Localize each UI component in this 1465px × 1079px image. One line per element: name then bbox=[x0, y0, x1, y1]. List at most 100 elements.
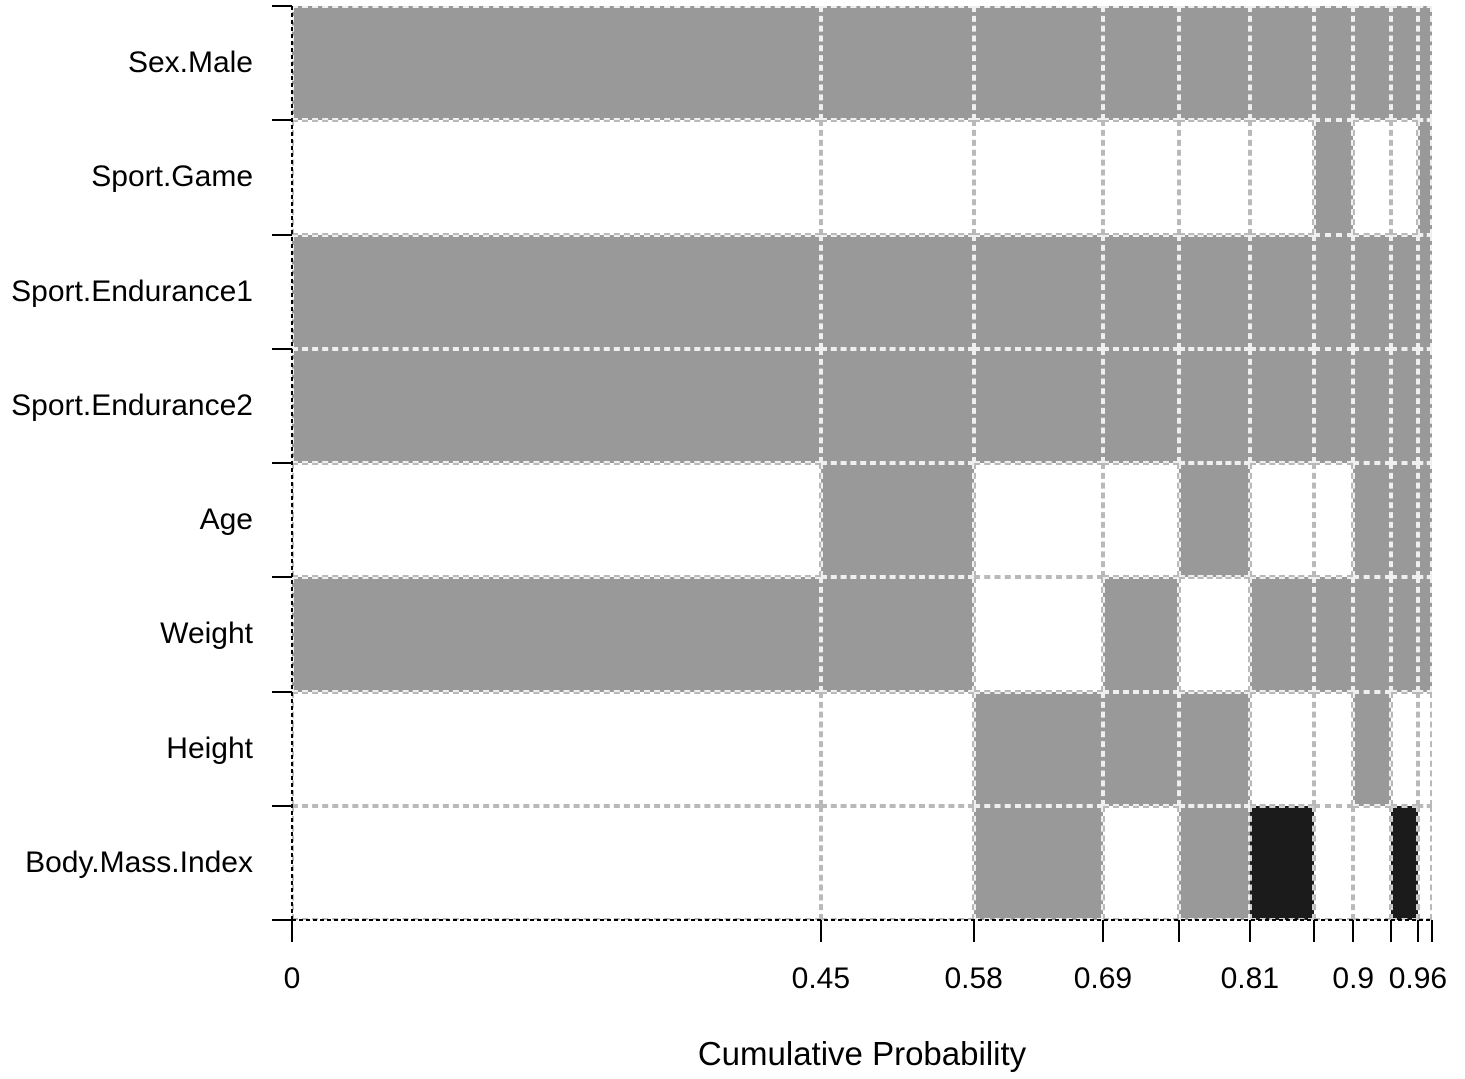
model-cell bbox=[1249, 6, 1315, 121]
model-cell bbox=[1314, 6, 1354, 121]
model-cell bbox=[1102, 234, 1180, 349]
model-cell bbox=[1249, 577, 1315, 692]
x-axis-tick-label: 0.96 bbox=[1388, 962, 1448, 995]
model-cell bbox=[820, 348, 974, 463]
model-cell bbox=[1417, 805, 1432, 920]
model-cell bbox=[820, 463, 974, 578]
y-axis-tick bbox=[272, 347, 292, 350]
row-label: Sport.Endurance2 bbox=[11, 388, 253, 422]
model-cell bbox=[1179, 120, 1250, 235]
model-cell bbox=[292, 6, 821, 121]
x-axis-tick bbox=[1352, 920, 1355, 942]
x-axis-tick bbox=[1313, 920, 1316, 942]
model-cell bbox=[1179, 463, 1250, 578]
model-cell bbox=[973, 691, 1103, 806]
x-axis-tick bbox=[1431, 920, 1433, 942]
model-cell bbox=[820, 6, 974, 121]
model-cell bbox=[1353, 691, 1391, 806]
model-cell bbox=[820, 234, 974, 349]
model-cell bbox=[1390, 577, 1418, 692]
model-cell bbox=[1390, 120, 1418, 235]
x-axis-tick bbox=[972, 920, 975, 942]
model-cell bbox=[1314, 691, 1354, 806]
model-cell bbox=[1179, 6, 1250, 121]
x-axis-tick-label: 0.9 bbox=[1332, 962, 1375, 995]
model-cell bbox=[1249, 805, 1315, 920]
x-axis-tick-label: 0.58 bbox=[944, 962, 1003, 995]
model-cell bbox=[820, 120, 974, 235]
y-axis-tick bbox=[272, 233, 292, 236]
model-cell bbox=[1314, 463, 1354, 578]
x-axis-tick bbox=[819, 920, 822, 942]
model-cell bbox=[973, 348, 1103, 463]
model-cell bbox=[1390, 6, 1418, 121]
x-axis-tick bbox=[1178, 920, 1181, 942]
x-axis-tick-label: 0.45 bbox=[791, 962, 851, 995]
model-cell bbox=[1102, 348, 1180, 463]
model-cell bbox=[1249, 348, 1315, 463]
model-cell bbox=[292, 234, 821, 349]
model-cell bbox=[1417, 463, 1432, 578]
model-cell bbox=[1417, 6, 1432, 121]
x-axis-tick bbox=[1248, 920, 1251, 942]
model-cell bbox=[820, 577, 974, 692]
y-axis-tick bbox=[272, 804, 292, 807]
model-cell bbox=[973, 6, 1103, 121]
x-axis-tick-label: 0.69 bbox=[1073, 962, 1133, 995]
model-cell bbox=[1353, 6, 1391, 121]
model-cell bbox=[1417, 120, 1432, 235]
model-cell bbox=[1390, 348, 1418, 463]
model-cell bbox=[1179, 234, 1250, 349]
model-cell bbox=[1314, 234, 1354, 349]
model-cell bbox=[1390, 234, 1418, 349]
model-cell bbox=[973, 805, 1103, 920]
model-cell bbox=[1314, 577, 1354, 692]
model-cell bbox=[1249, 463, 1315, 578]
model-cell bbox=[1390, 463, 1418, 578]
model-cell bbox=[1102, 120, 1180, 235]
model-cell bbox=[973, 234, 1103, 349]
x-axis-tick bbox=[1389, 920, 1392, 942]
model-cell bbox=[1353, 348, 1391, 463]
y-axis-tick bbox=[272, 119, 292, 122]
y-axis-tick bbox=[272, 462, 292, 464]
model-cell bbox=[1249, 691, 1315, 806]
model-cell bbox=[1102, 6, 1180, 121]
model-cell bbox=[1417, 577, 1432, 692]
model-cell bbox=[1353, 463, 1391, 578]
y-axis-tick bbox=[272, 919, 292, 921]
model-cell bbox=[1179, 348, 1250, 463]
model-cell bbox=[973, 120, 1103, 235]
y-axis-tick bbox=[272, 690, 292, 693]
model-cell bbox=[820, 805, 974, 920]
x-axis-tick bbox=[291, 920, 293, 942]
model-cell bbox=[1314, 120, 1354, 235]
model-cell bbox=[1102, 805, 1180, 920]
model-cell bbox=[973, 463, 1103, 578]
model-cell bbox=[1102, 463, 1180, 578]
model-cell bbox=[1314, 348, 1354, 463]
model-cell bbox=[292, 120, 821, 235]
x-axis-title: Cumulative Probability bbox=[697, 1035, 1027, 1072]
model-cell bbox=[1417, 691, 1432, 806]
model-cell bbox=[1353, 120, 1391, 235]
model-cell bbox=[1353, 577, 1391, 692]
row-label: Age bbox=[199, 503, 253, 537]
model-cell bbox=[1179, 577, 1250, 692]
model-cell bbox=[1353, 805, 1391, 920]
row-label: Sport.Endurance1 bbox=[11, 274, 253, 308]
x-axis-tick bbox=[1416, 920, 1419, 942]
row-label: Body.Mass.Index bbox=[25, 845, 253, 879]
model-cell bbox=[1417, 348, 1432, 463]
x-axis-tick-label: 0.81 bbox=[1220, 962, 1280, 995]
y-axis-tick bbox=[272, 576, 292, 579]
model-cell bbox=[1249, 234, 1315, 349]
model-cell bbox=[1417, 234, 1432, 349]
model-cell bbox=[1314, 805, 1354, 920]
model-cell bbox=[292, 348, 821, 463]
y-axis-tick bbox=[272, 5, 292, 7]
model-cell bbox=[820, 691, 974, 806]
model-cell bbox=[292, 805, 821, 920]
model-cell bbox=[973, 577, 1103, 692]
